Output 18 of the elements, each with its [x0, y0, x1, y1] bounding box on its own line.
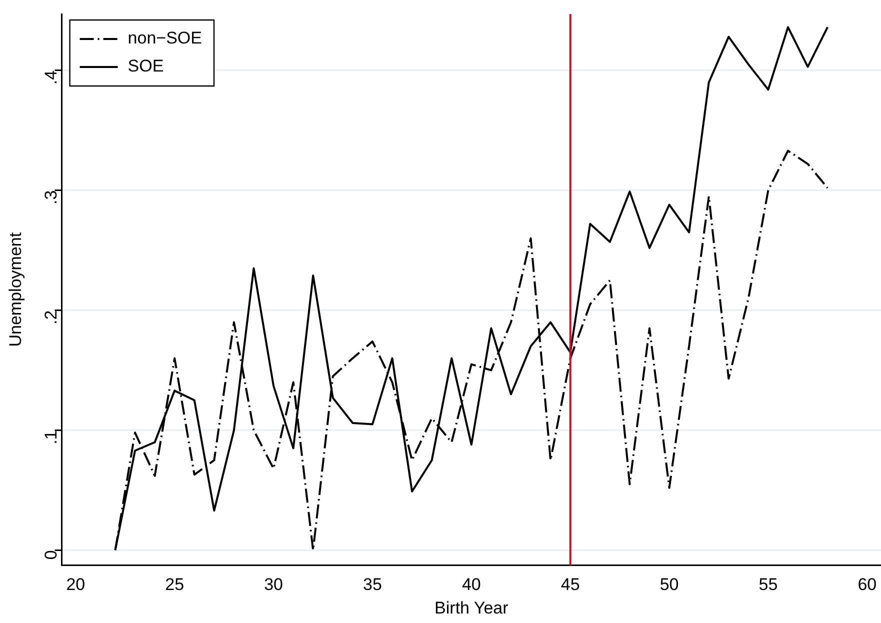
x-tick-label: 55	[758, 575, 778, 594]
legend-label: non−SOE	[128, 28, 202, 48]
y-tick-label: 0	[41, 550, 60, 560]
y-tick-label: .2	[41, 310, 60, 324]
x-tick-label: 45	[560, 575, 580, 594]
x-tick-label: 25	[165, 575, 184, 594]
x-tick-label: 35	[363, 575, 382, 594]
x-tick-label: 40	[462, 575, 481, 594]
x-tick-label: 30	[264, 575, 283, 594]
x-tick-label: 50	[660, 575, 679, 594]
y-axis-title: Unemployment	[6, 232, 25, 347]
y-tick-label: .3	[41, 190, 60, 205]
x-tick-label: 20	[66, 575, 86, 594]
legend-label: SOE	[128, 56, 164, 76]
y-tick-label: .1	[41, 430, 60, 444]
y-tick-label: .4	[41, 70, 60, 85]
x-tick-label: 60	[858, 575, 877, 594]
x-axis-title: Birth Year	[434, 598, 509, 618]
